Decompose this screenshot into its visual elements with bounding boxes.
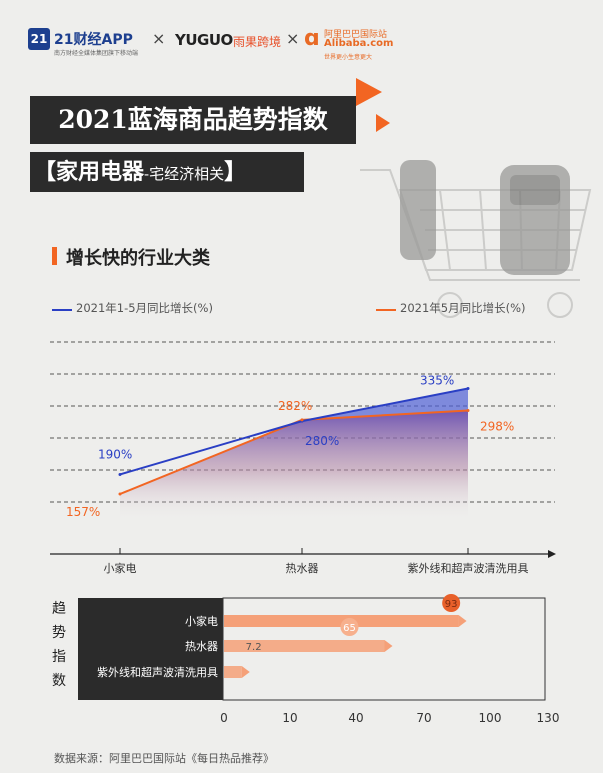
bars: 93 65 7.2: [224, 594, 467, 678]
data-point-blue: [466, 387, 470, 391]
brand-alibaba-slogan: 世界更小生意更大: [324, 54, 373, 61]
bar-tick-label: 40: [348, 711, 363, 725]
legend-swatch-orange: [376, 309, 396, 311]
line-chart: 小家电 热水器 紫外线和超声波清洗用具 190% 280% 335% 157% 282% 29…: [50, 341, 556, 575]
data-label-orange: 157%: [66, 505, 100, 519]
bar-arrow: [384, 640, 393, 652]
data-labels: 190% 280% 335% 157% 282% 298%: [66, 374, 514, 519]
brand-21-logo: 21: [28, 28, 50, 50]
bar-frame: [222, 597, 546, 701]
data-point-orange: [466, 408, 470, 412]
bar-value-label: 7.2: [246, 642, 262, 653]
data-point-orange: [300, 418, 304, 422]
bar-label-panel: [78, 598, 223, 700]
arrow-shape: [356, 78, 382, 106]
bar-ylabel-char: 指: [52, 649, 66, 665]
data-label-blue: 280%: [305, 434, 339, 448]
brand-21-subtitle: 南方财经全媒体集团旗下移动端: [54, 50, 139, 57]
data-label-blue: 335%: [420, 374, 454, 388]
brand-yuguo-name: YUGUO: [175, 31, 233, 49]
arrow-shape: [376, 114, 390, 132]
logo-row: 21 21财经APP 南方财经全媒体集团旗下移动端 × YUGUO 雨果跨境 ×…: [28, 26, 588, 66]
x-tick-label: 小家电: [104, 561, 137, 575]
area-gradient: [120, 410, 468, 520]
bar: [224, 640, 385, 652]
bar-category-label: 热水器: [185, 640, 218, 653]
data-point-blue: [118, 472, 122, 476]
bar-tick-label: 130: [537, 711, 560, 725]
alibaba-icon: ɑ: [304, 26, 320, 51]
bar-tick-label: 100: [479, 711, 502, 725]
bar-ylabel: 趋势指数: [52, 598, 72, 694]
x-axis-arrow: [548, 550, 556, 558]
bar: [224, 666, 242, 678]
x-axis: 小家电 热水器 紫外线和超声波清洗用具: [50, 548, 556, 575]
page-title: 2021蓝海商品趋势指数: [30, 96, 356, 144]
shopping-cart-icon: [360, 160, 592, 318]
value-marker: [442, 594, 461, 612]
page-subtitle: 【家用电器-宅经济相关】: [30, 152, 304, 192]
bar-ylabel-char: 数: [52, 673, 66, 689]
bar: [224, 615, 459, 627]
brand-yuguo-cn: 雨果跨境: [233, 35, 282, 49]
data-label-orange: 298%: [480, 419, 514, 433]
subtitle-suffix: -宅经济相关: [144, 165, 225, 183]
legend-label-blue: 2021年1-5月同比增长(%): [76, 301, 213, 315]
legend-swatch-blue: [52, 309, 72, 311]
x-tick-label: 紫外线和超声波清洗用具: [408, 561, 529, 575]
brand-alibaba-name: Alibaba.com: [324, 38, 394, 49]
x-tick-label: 热水器: [286, 562, 319, 575]
section-title: 增长快的行业大类: [66, 248, 210, 269]
bar-grid: [222, 597, 546, 701]
brand-21-name: 21财经APP: [54, 32, 133, 48]
bar-tick-label: 10: [282, 711, 297, 725]
times-icon: ×: [152, 29, 166, 48]
bar-category-label: 紫外线和超声波清洗用具: [97, 665, 218, 679]
bar-arrow: [241, 666, 250, 678]
bar-ylabel-char: 趋: [52, 601, 66, 617]
data-label-orange: 282%: [278, 399, 312, 413]
times-icon: ×: [286, 29, 300, 48]
bar-tick-label: 0: [220, 711, 228, 725]
bar-arrow: [458, 615, 467, 627]
decorative-arrows: [356, 78, 390, 132]
series-lines: [118, 387, 470, 496]
subtitle-end: 】: [224, 159, 247, 185]
bar-ticks: 0 10 40 70 100 130: [220, 711, 559, 725]
bar-ylabel-char: 势: [52, 625, 66, 641]
section-marker: [52, 247, 57, 265]
data-point-orange: [118, 492, 122, 496]
bar-tick-label: 70: [416, 711, 431, 725]
bar-value-label: 65: [343, 623, 356, 634]
bar-category-label: 小家电: [185, 614, 218, 628]
brand-alibaba-cn: 阿里巴巴国际站: [324, 30, 388, 40]
legend-label-orange: 2021年5月同比增长(%): [400, 301, 526, 315]
subtitle-main: 【家用电器: [34, 159, 145, 185]
data-label-blue: 190%: [98, 447, 132, 461]
value-marker: [340, 618, 359, 636]
bar-value-label: 93: [445, 599, 458, 610]
data-source: 数据来源：阿里巴巴国际站《每日热品推荐》: [54, 752, 274, 765]
